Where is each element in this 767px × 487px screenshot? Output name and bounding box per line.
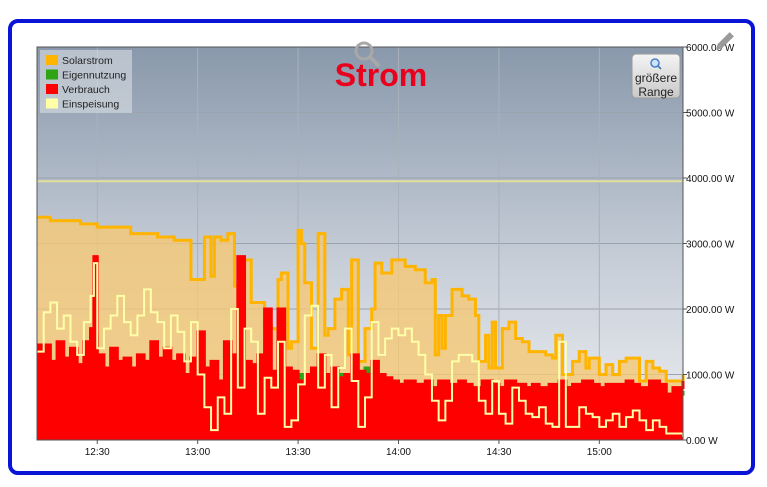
y-tick-label: 3000.00 W: [686, 240, 735, 251]
series-layer: [37, 215, 685, 440]
legend-swatch: [46, 98, 58, 109]
y-axis: 0.00 W 1000.00 W 2000.00 W 3000.00 W 4000.00…: [683, 43, 735, 447]
x-tick-label: 15:00: [587, 447, 612, 458]
legend-swatch: [46, 69, 58, 80]
legend: Solarstrom Eigennutzung Verbrauch Einspeisu…: [40, 50, 132, 113]
x-tick-label: 13:30: [286, 447, 311, 458]
series-line-solarstrom: [37, 215, 685, 383]
chart-title: Strom: [335, 57, 427, 93]
y-tick-label: 4000.00 W: [686, 174, 735, 185]
x-tick-label: 14:00: [386, 447, 411, 458]
x-axis: 12:30 13:00 13:30 14:00 14:30 15:00: [85, 440, 612, 458]
legend-swatch: [46, 84, 58, 94]
legend-label: Solarstrom: [62, 55, 113, 67]
y-tick-label: 0.00 W: [686, 436, 718, 447]
x-tick-label: 14:30: [486, 447, 511, 458]
zoom-button-line2: Range: [638, 85, 674, 99]
legend-swatch: [46, 55, 58, 65]
zoom-button-line1: größere: [635, 71, 677, 85]
x-tick-label: 12:30: [85, 447, 110, 458]
series-area-verbrauch: [37, 256, 683, 440]
legend-label: Eigennutzung: [62, 70, 126, 82]
legend-label: Einspeisung: [62, 99, 119, 111]
series-einspeisung: [37, 262, 684, 437]
zoom-range-button[interactable]: größere Range: [631, 53, 681, 99]
pencil-icon[interactable]: [711, 30, 737, 54]
x-tick-label: 13:00: [185, 447, 210, 458]
legend-label: Verbrauch: [62, 84, 110, 96]
y-tick-label: 5000.00 W: [686, 109, 735, 120]
magnifier-icon: [650, 58, 662, 70]
y-tick-label: 6000.00 W: [686, 43, 735, 54]
reset-zoom-icon[interactable]: [354, 41, 380, 67]
y-tick-label: 2000.00 W: [686, 305, 735, 316]
y-tick-label: 1000.00 W: [686, 371, 735, 382]
series-line-einspeisung: [37, 262, 684, 437]
